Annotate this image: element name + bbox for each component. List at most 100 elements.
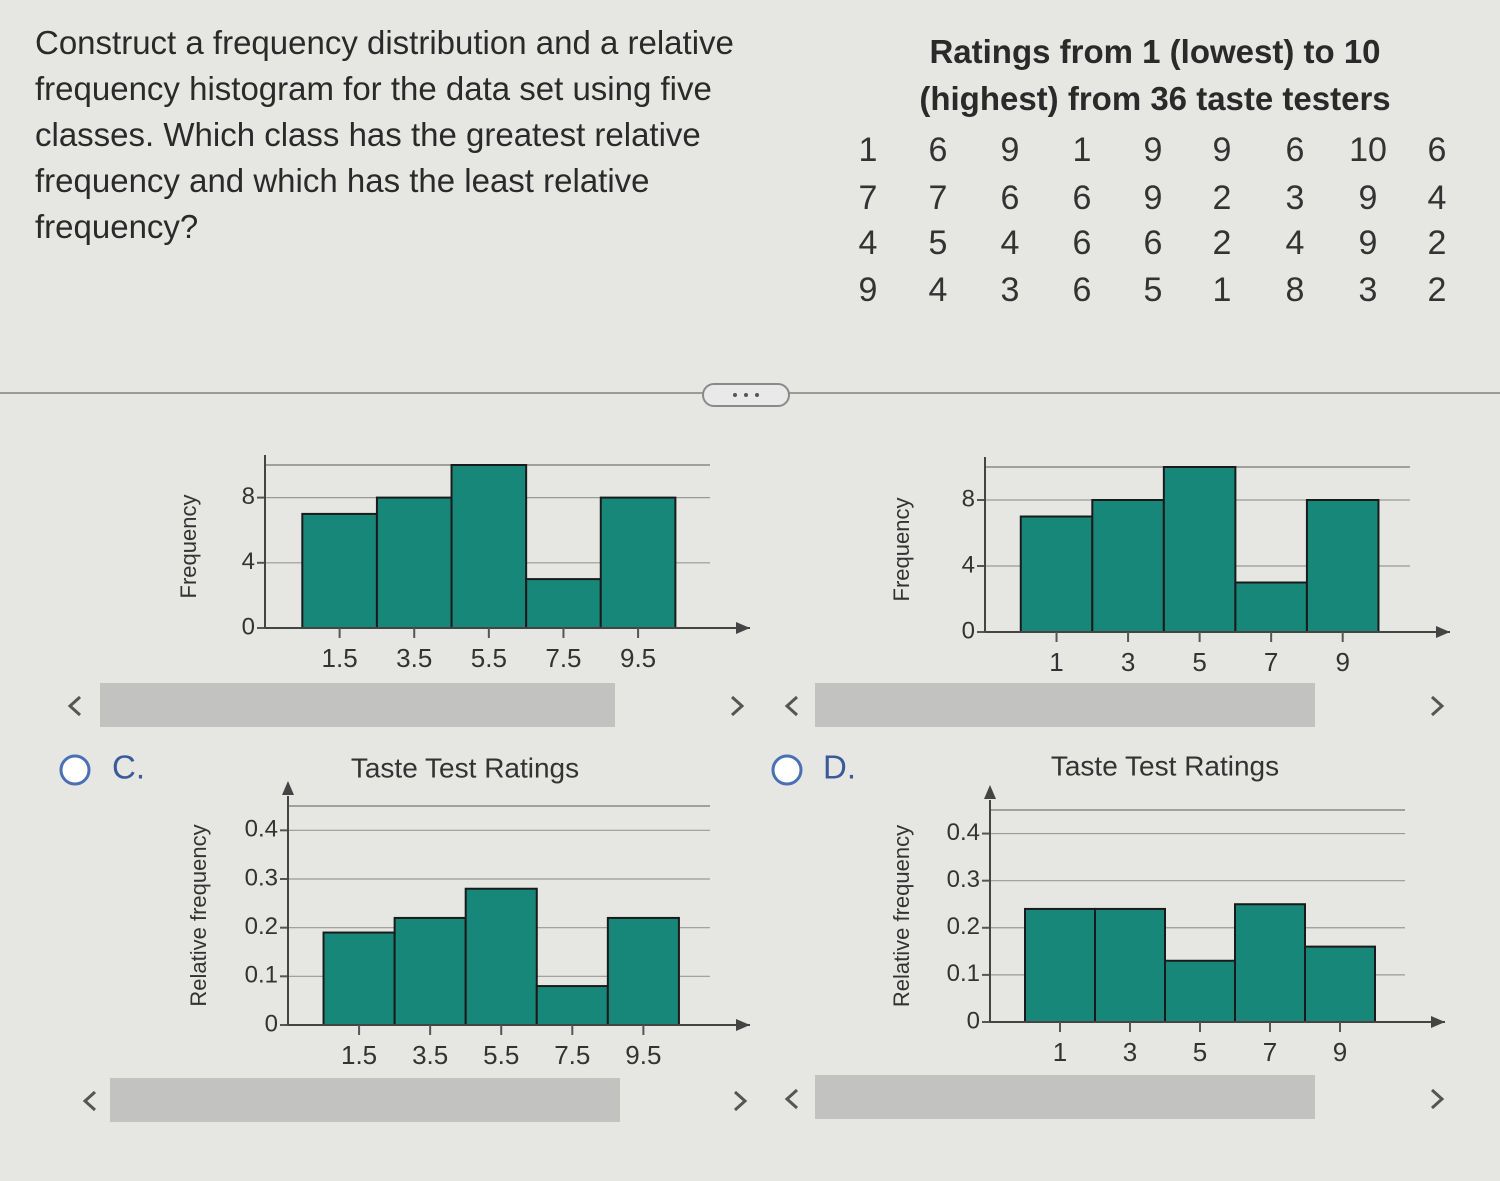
table-cell: 6 — [1073, 179, 1092, 217]
x-tick-label: 1.5 — [322, 643, 358, 673]
y-tick-label: 0 — [242, 613, 255, 640]
y-tick-label: 0 — [265, 1010, 278, 1037]
table-cell: 6 — [929, 131, 948, 169]
y-tick-label: 8 — [962, 485, 975, 512]
chart-title: Taste Test Ratings — [351, 752, 579, 783]
y-axis-arrow — [282, 781, 294, 795]
y-tick-label: 0.2 — [245, 913, 278, 940]
table-cell: 2 — [1428, 224, 1447, 262]
x-tick-label: 5.5 — [483, 1040, 519, 1070]
y-tick-label: 0.3 — [245, 864, 278, 891]
radio-button[interactable] — [59, 754, 91, 786]
table-cell: 4 — [1001, 224, 1020, 262]
table-cell: 2 — [1213, 224, 1232, 262]
y-tick-label: 0.2 — [947, 913, 980, 940]
table-cell: 10 — [1349, 131, 1387, 169]
y-axis-label: Frequency — [176, 495, 201, 599]
scrollbars — [100, 683, 1315, 1122]
x-tick-label: 5 — [1192, 647, 1206, 677]
scrollbar[interactable] — [815, 1075, 1315, 1119]
scrollbar[interactable] — [815, 683, 1315, 727]
bar — [535, 985, 609, 1026]
x-tick-label: 9 — [1333, 1037, 1347, 1067]
bar — [1234, 581, 1308, 633]
table-cell: 3 — [1001, 271, 1020, 309]
x-tick-label: 1 — [1053, 1037, 1067, 1067]
table-cell: 9 — [1144, 131, 1163, 169]
y-tick-label: 0.4 — [245, 816, 278, 843]
x-tick-label: 7 — [1264, 647, 1278, 677]
x-tick-label: 7.5 — [545, 643, 581, 673]
bar — [1234, 903, 1306, 1024]
table-cell: 6 — [1144, 224, 1163, 262]
table-cell: 1 — [1213, 271, 1232, 309]
x-tick-label: 7.5 — [554, 1040, 590, 1070]
scroll-arrows[interactable] — [67, 695, 1445, 1112]
x-axis-arrow — [1436, 626, 1450, 638]
table-cell: 9 — [1359, 179, 1378, 217]
bar — [301, 512, 378, 630]
scrollbar[interactable] — [110, 1078, 620, 1122]
table-cell: 5 — [929, 224, 948, 262]
table-cell: 4 — [929, 271, 948, 309]
x-tick-label: 3 — [1121, 647, 1135, 677]
y-tick-label: 4 — [962, 551, 975, 578]
bar — [606, 916, 680, 1027]
x-tick-label: 3.5 — [412, 1040, 448, 1070]
table-cell: 6 — [1001, 179, 1020, 217]
bar — [464, 887, 538, 1026]
bar — [1305, 499, 1380, 633]
table-cell: 8 — [1286, 271, 1305, 309]
bar — [1091, 499, 1165, 633]
x-tick-label: 5.5 — [471, 643, 507, 673]
chart-title: Taste Test Ratings — [1051, 750, 1279, 781]
y-axis-label: Relative frequency — [889, 825, 914, 1007]
bar — [599, 496, 677, 629]
table-cell: 3 — [1359, 271, 1378, 309]
option-label[interactable]: C. — [112, 749, 145, 786]
table-cell: 9 — [1144, 179, 1163, 217]
bar — [1019, 515, 1094, 633]
table-title: Ratings from 1 (lowest) to 10 (highest) … — [919, 33, 1391, 117]
question: Construct a frequency distribution and a… — [35, 24, 734, 245]
y-axis-label: Frequency — [889, 498, 914, 602]
x-axis-arrow — [736, 1019, 750, 1031]
table-cell: 1 — [1073, 131, 1092, 169]
bar — [1024, 907, 1096, 1024]
table-cell: 5 — [1144, 271, 1163, 309]
table-cell: 7 — [859, 179, 878, 217]
bar — [393, 916, 467, 1027]
x-tick-label: 7 — [1263, 1037, 1277, 1067]
table-cell: 2 — [1213, 179, 1232, 217]
table-cell: 1 — [859, 131, 878, 169]
table-cell: 9 — [859, 271, 878, 309]
table-cell: 7 — [929, 179, 948, 217]
bar — [322, 931, 396, 1026]
x-axis-arrow — [1431, 1016, 1445, 1028]
table-cell: 3 — [1286, 179, 1305, 217]
y-tick-label: 8 — [242, 483, 255, 510]
table-cell: 4 — [859, 224, 878, 262]
y-tick-label: 0 — [967, 1007, 980, 1034]
table-cell: 6 — [1073, 224, 1092, 262]
y-axis-label: Relative frequency — [186, 824, 211, 1006]
scrollbar[interactable] — [100, 683, 615, 727]
table-cell: 4 — [1428, 179, 1447, 217]
x-axis-arrow — [736, 622, 750, 634]
x-tick-label: 3.5 — [396, 643, 432, 673]
table-cell: 9 — [1001, 131, 1020, 169]
bar — [525, 578, 602, 629]
radio-button[interactable] — [771, 754, 803, 786]
y-tick-label: 4 — [242, 548, 255, 575]
x-tick-label: 9.5 — [625, 1040, 661, 1070]
y-tick-label: 0 — [962, 617, 975, 644]
y-tick-label: 0.4 — [947, 819, 980, 846]
y-tick-label: 0.3 — [947, 866, 980, 893]
bar — [375, 496, 453, 629]
y-tick-label: 0.1 — [947, 960, 980, 987]
table-cell: 2 — [1428, 271, 1447, 309]
x-tick-label: 3 — [1123, 1037, 1137, 1067]
option-label[interactable]: D. — [823, 749, 856, 786]
